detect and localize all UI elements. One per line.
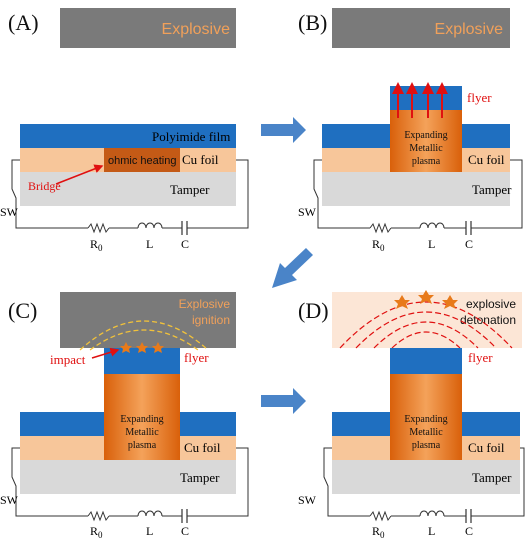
explosive-label: Explosive (435, 21, 504, 38)
inductor-symbol (420, 223, 444, 228)
resistor-symbol (370, 512, 391, 520)
resistor-symbol (88, 224, 109, 232)
capacitor-label: C (465, 524, 473, 538)
inductor-label: L (428, 237, 435, 251)
explosive-label-2: ignition (192, 313, 230, 327)
switch-label: SW (298, 493, 317, 507)
panel-c-letter: (C) (8, 298, 37, 323)
panel-a-letter: (A) (8, 10, 39, 35)
tamper-label: Tamper (170, 182, 210, 197)
inductor-label: L (146, 237, 153, 251)
bridge-label: Bridge (28, 179, 61, 193)
panel-c: (C) Explosive ignition flyer impact Expa… (0, 292, 248, 540)
ohmic-heating-label: ohmic heating (108, 155, 177, 167)
panel-a: (A) Explosive Polyimide film ohmic heati… (0, 8, 248, 253)
explosive-label: Explosive (162, 21, 231, 38)
arrow-c-to-d (261, 388, 306, 414)
cu-foil-label: Cu foil (184, 440, 221, 455)
plasma-label-1: Expanding (120, 414, 163, 425)
polyimide-label: Polyimide film (152, 129, 230, 144)
arrow-a-to-b (261, 117, 306, 143)
plasma-label-2: Metallic (125, 427, 159, 438)
cu-foil-label: Cu foil (468, 440, 505, 455)
tamper-label: Tamper (472, 470, 512, 485)
resistor-symbol (88, 512, 109, 520)
plasma-label-1: Expanding (404, 414, 447, 425)
arrow-b-to-c (272, 248, 313, 288)
impact-label: impact (50, 352, 86, 367)
panel-b: (B) Explosive Expanding Metallic plasma … (298, 8, 522, 253)
resistor-label: R0 (372, 524, 385, 540)
flyer (104, 348, 180, 374)
capacitor-label: C (465, 237, 473, 251)
explosive-label-1: explosive (466, 297, 516, 311)
inductor-symbol (138, 511, 162, 516)
switch-label: SW (0, 205, 19, 219)
panel-d-letter: (D) (298, 298, 329, 323)
switch-label: SW (0, 493, 19, 507)
cu-foil-label: Cu foil (468, 152, 505, 167)
inductor-symbol (138, 223, 162, 228)
flyer-label: flyer (468, 350, 493, 365)
flyer-label: flyer (467, 90, 492, 105)
flyer-label: flyer (184, 350, 209, 365)
flyer (390, 86, 462, 110)
explosive-label-2: detonation (460, 313, 516, 327)
inductor-symbol (420, 511, 444, 516)
capacitor-label: C (181, 524, 189, 538)
tamper-label: Tamper (180, 470, 220, 485)
plasma-label-3: plasma (128, 440, 157, 451)
inductor-label: L (146, 524, 153, 538)
resistor-label: R0 (90, 237, 103, 253)
panel-d: (D) explosive detonation flyer Expanding… (298, 290, 524, 540)
explosive-label-1: Explosive (179, 297, 231, 311)
capacitor-label: C (181, 237, 189, 251)
resistor-label: R0 (90, 524, 103, 540)
switch-label: SW (298, 205, 317, 219)
plasma-label-2: Metallic (409, 427, 443, 438)
tamper-label: Tamper (472, 182, 512, 197)
plasma-label-2: Metallic (409, 143, 443, 154)
inductor-label: L (428, 524, 435, 538)
resistor-label: R0 (372, 237, 385, 253)
flyer (390, 348, 462, 374)
plasma-label-3: plasma (412, 156, 441, 167)
plasma-label-3: plasma (412, 440, 441, 451)
panel-b-letter: (B) (298, 10, 327, 35)
cu-foil-label: Cu foil (182, 152, 219, 167)
resistor-symbol (370, 224, 391, 232)
plasma-label-1: Expanding (404, 130, 447, 141)
